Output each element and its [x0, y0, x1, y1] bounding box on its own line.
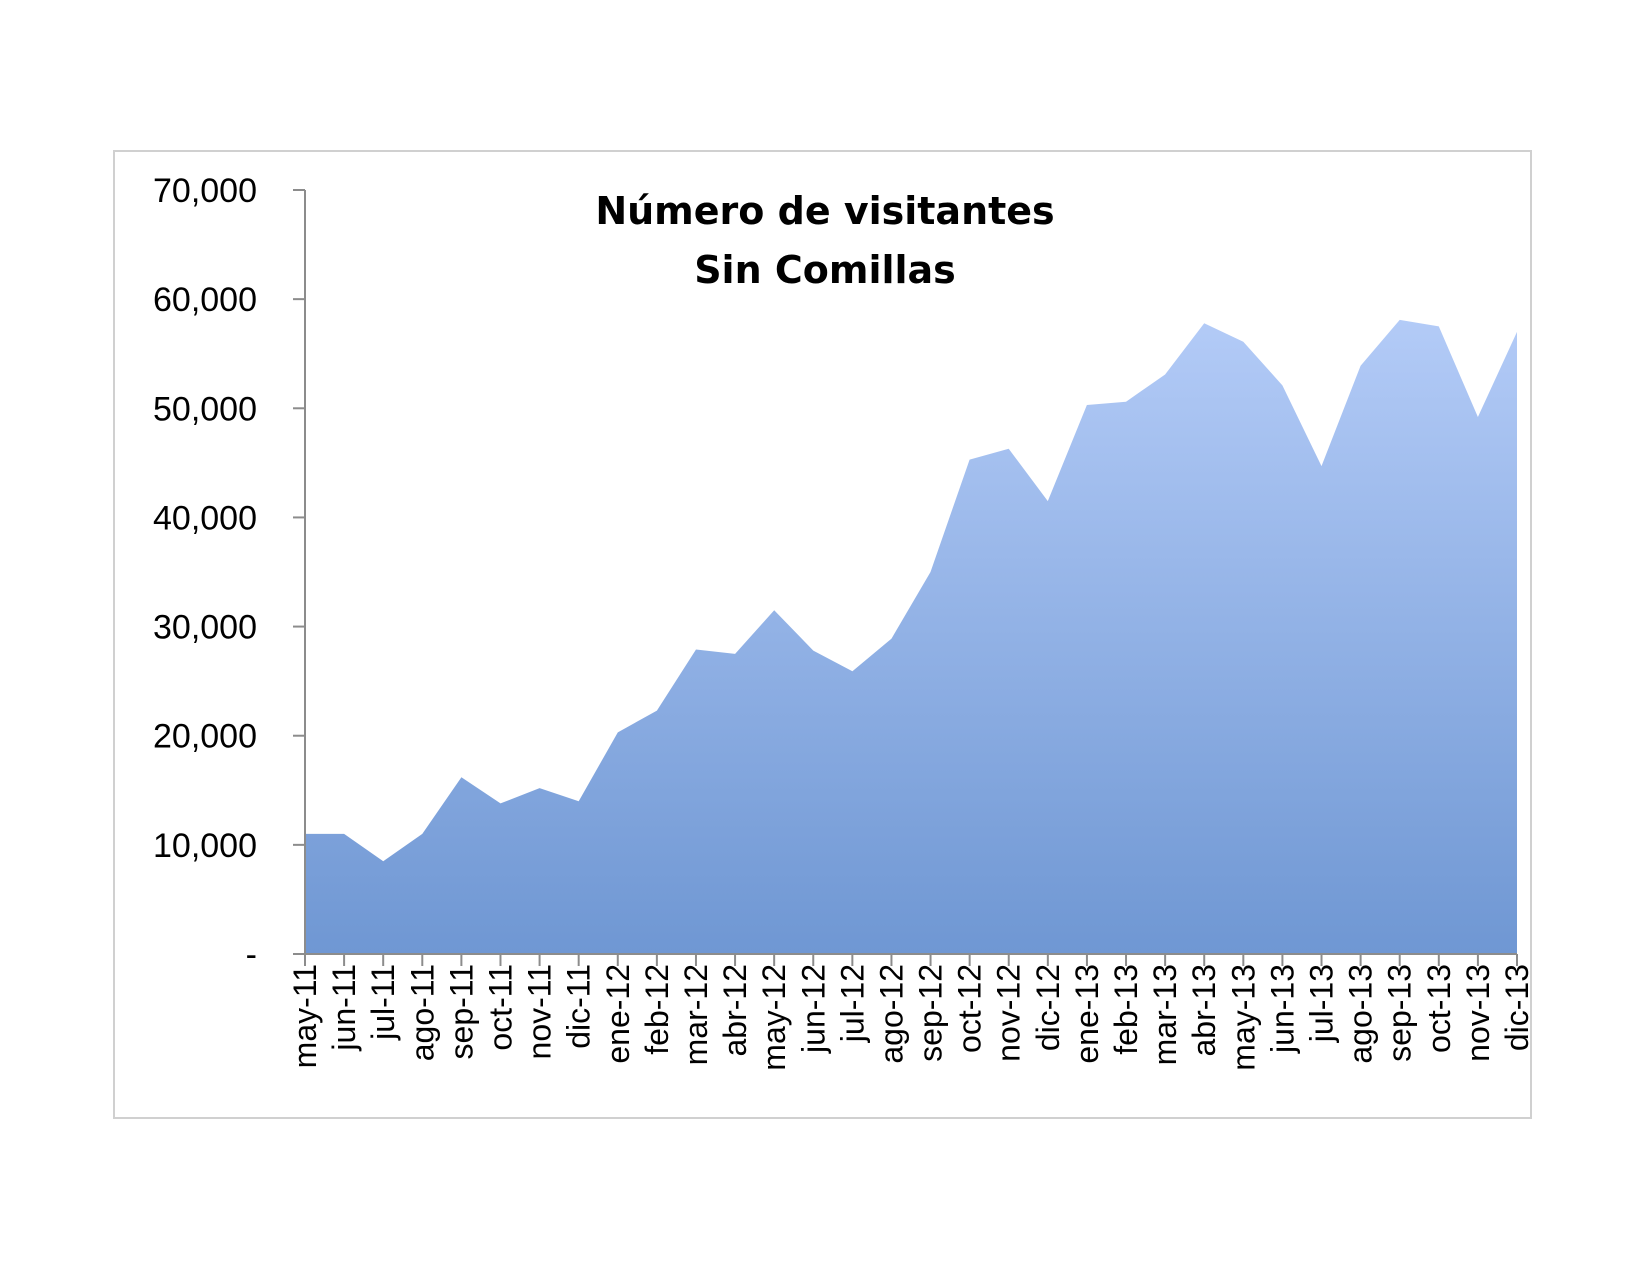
x-tick-label: jul-13: [1304, 964, 1340, 1043]
x-tick-label: ago-12: [874, 964, 910, 1064]
x-tick-label: dic-12: [1030, 964, 1066, 1051]
x-tick-label: nov-11: [522, 964, 558, 1059]
x-tick-label: mar-13: [1147, 964, 1183, 1065]
x-tick-label: may-12: [756, 964, 792, 1071]
x-tick-label: may-13: [1225, 964, 1261, 1071]
x-tick-label: jul-11: [365, 964, 401, 1041]
x-tick-label: jun-11: [326, 964, 362, 1052]
x-tick-label: oct-12: [952, 964, 988, 1053]
x-tick-label: ene-12: [600, 964, 636, 1064]
x-tick-label: feb-13: [1108, 964, 1144, 1055]
x-tick-label: sep-13: [1382, 964, 1418, 1062]
chart-frame: - 10,000 20,000 30,000 40,000 50,000 60,000 70,…: [113, 150, 1534, 1119]
y-tick-label: 70,000: [153, 172, 257, 210]
y-tick-label: 10,000: [153, 827, 257, 865]
y-tick-label: 20,000: [153, 718, 257, 756]
x-tick-label: ago-11: [404, 964, 440, 1061]
chart-subtitle: Sin Comillas: [694, 248, 956, 292]
x-tick-label: abr-12: [717, 964, 753, 1057]
x-tick-label: dic-11: [561, 964, 597, 1049]
x-tick-label: feb-12: [639, 964, 675, 1055]
x-tick-label: nov-12: [991, 964, 1027, 1062]
x-tick-label: dic-13: [1499, 964, 1534, 1051]
x-tick-label: sep-12: [913, 964, 949, 1062]
x-tick-label: abr-13: [1186, 964, 1222, 1057]
y-tick-label: 50,000: [153, 390, 257, 428]
x-tick-label: jun-12: [795, 964, 831, 1054]
y-tick-label: 60,000: [153, 281, 257, 319]
area-chart: - 10,000 20,000 30,000 40,000 50,000 60,000 70,…: [153, 172, 1534, 1071]
x-tick-label: jun-13: [1264, 964, 1300, 1054]
x-tick-label: ene-13: [1069, 964, 1105, 1064]
x-tick-label: oct-13: [1421, 964, 1457, 1053]
y-tick-label: 30,000: [153, 609, 257, 647]
x-tick-label: may-11: [287, 964, 323, 1068]
y-tick-label: -: [246, 936, 257, 974]
x-tick-label: mar-12: [678, 964, 714, 1065]
y-tick-label: 40,000: [153, 499, 257, 537]
x-tick-label: ago-13: [1343, 964, 1379, 1064]
x-tick-label: nov-13: [1460, 964, 1496, 1062]
x-tick-label: jul-12: [834, 964, 870, 1043]
x-tick-label: oct-11: [483, 964, 519, 1051]
x-tick-label: sep-11: [443, 964, 479, 1059]
chart-title: Número de visitantes: [595, 189, 1054, 233]
visitors-area-series: [305, 319, 1517, 954]
